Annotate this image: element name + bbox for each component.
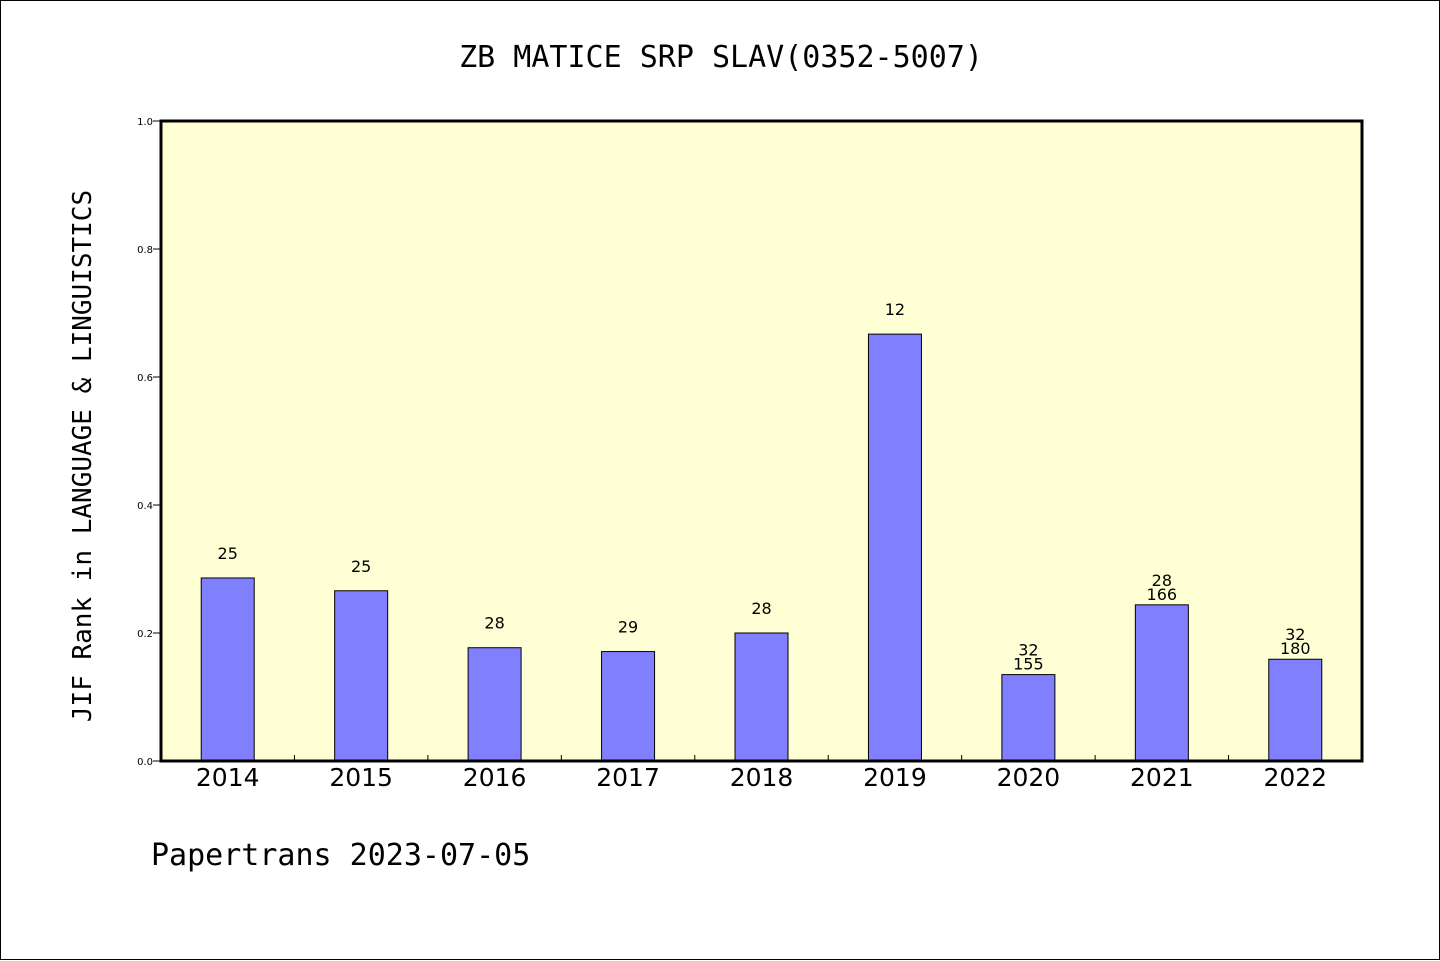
bar-data-label: 28 <box>751 599 771 618</box>
x-axis: 2014 2015 2016 2017 2018 2019 2020 2021 2022 <box>196 755 1327 792</box>
bar-data-label: 12 <box>885 300 905 319</box>
bar-2018 <box>734 632 789 762</box>
bar-data-label: 25 <box>351 557 371 576</box>
bar-2022 <box>1268 658 1323 762</box>
x-tick-label: 2017 <box>596 763 660 792</box>
bar-data-label: 29 <box>618 618 638 637</box>
y-tick-label: 0.0 <box>137 757 153 768</box>
y-tick-label: 0.6 <box>137 373 153 384</box>
x-tick-label: 2021 <box>1130 763 1194 792</box>
plot-border <box>159 119 1364 763</box>
bar-2017 <box>601 651 656 762</box>
x-tick-label: 2014 <box>196 763 260 792</box>
bar-2014 <box>200 577 255 762</box>
y-axis: 0.0 0.2 0.4 0.6 0.8 1.0 <box>137 117 161 768</box>
footer-credit: Papertrans 2023-07-05 <box>151 838 530 873</box>
x-tick-label: 2016 <box>463 763 527 792</box>
chart-title: ZB MATICE SRP SLAV(0352-5007) <box>459 40 983 75</box>
bar-2016 <box>467 647 522 762</box>
bar-data-label: 180 <box>1280 639 1311 658</box>
y-tick-label: 1.0 <box>137 117 153 128</box>
bar-data-label: 32 <box>1285 625 1305 644</box>
bar-2020 <box>1001 674 1056 762</box>
bar-data-label: 28 <box>1152 571 1172 590</box>
bar-data-label: 25 <box>218 544 238 563</box>
x-tick-label: 2015 <box>329 763 393 792</box>
y-tick-label: 0.4 <box>137 501 153 512</box>
y-axis-label: JIF Rank in LANGUAGE & LINGUISTICS <box>68 190 98 722</box>
x-tick-label: 2018 <box>730 763 794 792</box>
x-tick-label: 2019 <box>863 763 927 792</box>
y-tick-label: 0.2 <box>137 629 153 640</box>
bar-data-label: 155 <box>1013 655 1044 674</box>
bar-data-label: 28 <box>484 614 504 633</box>
bar-2021 <box>1134 604 1189 762</box>
bar-2019 <box>867 333 922 762</box>
x-tick-label: 2022 <box>1263 763 1327 792</box>
y-tick-label: 0.8 <box>137 245 153 256</box>
bar-data-label: 32 <box>1018 641 1038 660</box>
bar-data-label: 166 <box>1147 585 1178 604</box>
x-tick-label: 2020 <box>997 763 1061 792</box>
bar-2015 <box>334 590 389 762</box>
